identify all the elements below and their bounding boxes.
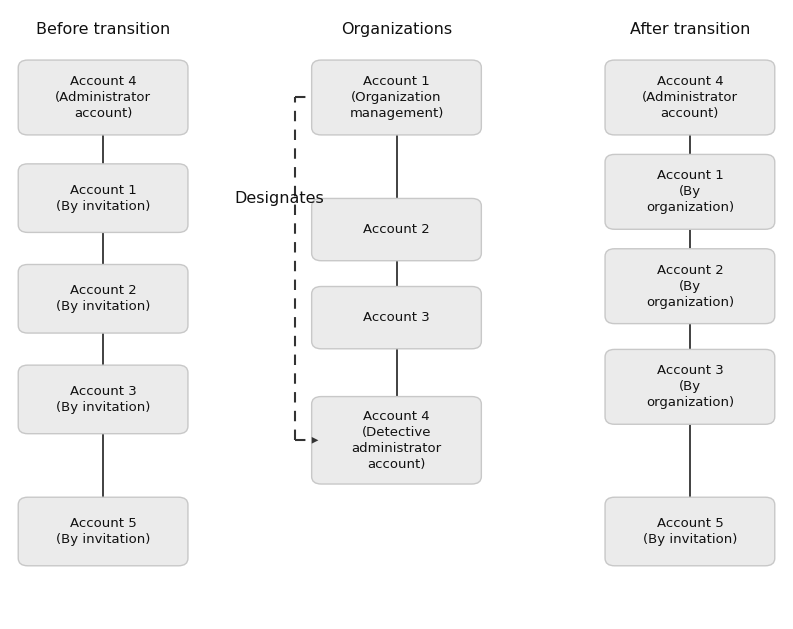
FancyBboxPatch shape: [605, 349, 775, 424]
Text: Account 2: Account 2: [363, 223, 430, 236]
Text: Account 2
(By invitation): Account 2 (By invitation): [56, 284, 151, 313]
FancyBboxPatch shape: [18, 497, 188, 566]
Text: Account 1
(By
organization): Account 1 (By organization): [646, 169, 734, 214]
FancyBboxPatch shape: [18, 164, 188, 232]
Text: Account 4
(Administrator
account): Account 4 (Administrator account): [642, 75, 738, 120]
FancyBboxPatch shape: [312, 287, 481, 348]
Text: Account 2
(By
organization): Account 2 (By organization): [646, 264, 734, 309]
FancyBboxPatch shape: [605, 155, 775, 230]
FancyBboxPatch shape: [605, 60, 775, 135]
FancyBboxPatch shape: [312, 396, 481, 484]
Text: Account 4
(Administrator
account): Account 4 (Administrator account): [55, 75, 151, 120]
Text: Account 1
(By invitation): Account 1 (By invitation): [56, 184, 151, 213]
FancyBboxPatch shape: [312, 199, 481, 260]
Text: After transition: After transition: [630, 22, 750, 37]
Text: Account 3: Account 3: [363, 311, 430, 324]
Text: Designates: Designates: [234, 191, 324, 206]
Text: Account 4
(Detective
administrator
account): Account 4 (Detective administrator accou…: [351, 410, 442, 470]
Text: Account 3
(By
organization): Account 3 (By organization): [646, 364, 734, 409]
Text: Account 5
(By invitation): Account 5 (By invitation): [642, 517, 737, 546]
FancyBboxPatch shape: [18, 264, 188, 333]
FancyBboxPatch shape: [312, 60, 481, 135]
Text: Account 3
(By invitation): Account 3 (By invitation): [56, 385, 151, 414]
FancyBboxPatch shape: [605, 248, 775, 323]
FancyBboxPatch shape: [18, 60, 188, 135]
Text: Account 1
(Organization
management): Account 1 (Organization management): [349, 75, 444, 120]
FancyBboxPatch shape: [18, 365, 188, 434]
Text: Organizations: Organizations: [341, 22, 452, 37]
FancyBboxPatch shape: [605, 497, 775, 566]
Text: Before transition: Before transition: [36, 22, 170, 37]
Text: Account 5
(By invitation): Account 5 (By invitation): [56, 517, 151, 546]
